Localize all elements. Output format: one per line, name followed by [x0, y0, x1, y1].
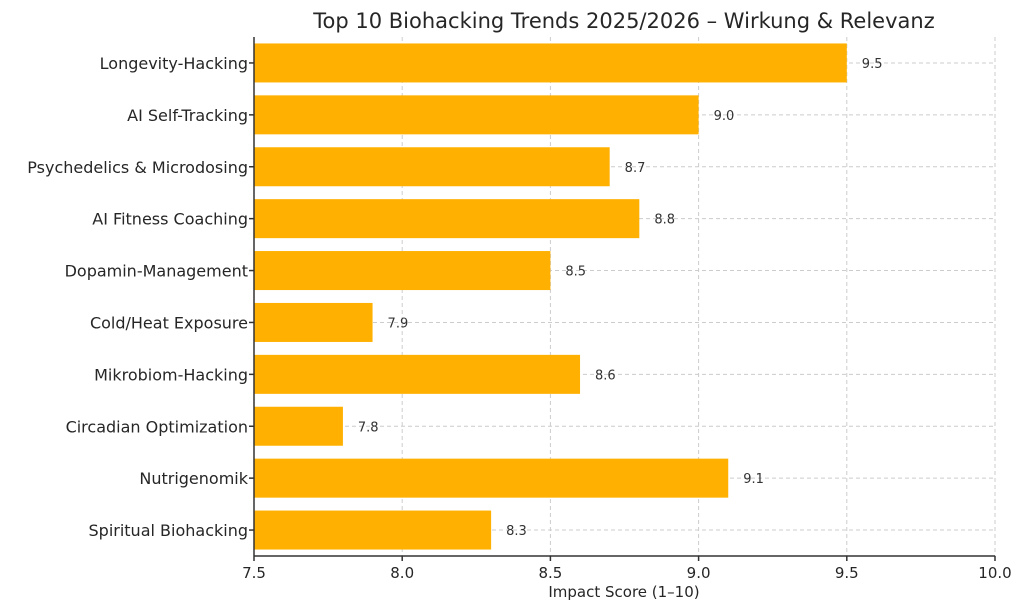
category-label: Cold/Heat Exposure — [90, 313, 248, 332]
bar-value-label: 8.7 — [625, 161, 646, 176]
bar — [254, 95, 699, 135]
bar-value-label: 8.3 — [506, 524, 527, 539]
bar-value-label: 8.8 — [654, 213, 675, 228]
bar — [254, 510, 492, 550]
x-tick-label: 8.0 — [390, 564, 414, 582]
x-tick-label: 9.5 — [835, 564, 859, 582]
bar-value-label: 9.0 — [714, 109, 735, 124]
bar — [254, 406, 343, 446]
category-label: AI Self-Tracking — [127, 106, 248, 125]
bar-value-label: 8.5 — [565, 265, 586, 280]
x-tick-label: 7.5 — [242, 564, 266, 582]
bar — [254, 147, 610, 187]
bar-value-label: 7.8 — [358, 420, 379, 435]
category-label: AI Fitness Coaching — [92, 210, 248, 229]
category-label: Circadian Optimization — [66, 417, 248, 436]
category-label: Spiritual Biohacking — [89, 521, 249, 540]
category-label: Dopamin-Management — [65, 262, 248, 281]
bar-value-label: 8.6 — [595, 368, 616, 383]
category-label: Nutrigenomik — [139, 469, 248, 488]
bar — [254, 43, 847, 83]
x-axis-label: Impact Score (1–10) — [548, 583, 699, 601]
category-label: Mikrobiom-Hacking — [94, 365, 248, 384]
x-tick-label: 9.0 — [687, 564, 711, 582]
x-tick-label: 8.5 — [538, 564, 562, 582]
chart-title: Top 10 Biohacking Trends 2025/2026 – Wir… — [312, 9, 934, 33]
category-label: Psychedelics & Microdosing — [27, 158, 248, 177]
bar — [254, 354, 581, 394]
bar — [254, 458, 729, 498]
bar — [254, 302, 373, 342]
bar-value-label: 9.5 — [862, 57, 883, 72]
category-label: Longevity-Hacking — [100, 54, 248, 73]
x-tick-label: 10.0 — [978, 564, 1011, 582]
bar-value-label: 9.1 — [743, 472, 764, 487]
bar — [254, 199, 640, 239]
bar — [254, 251, 551, 291]
bars: 9.5 9.0 8.7 8.8 8.5 7.9 8.6 7.8 9.1 8.3 — [254, 43, 883, 550]
axes: 7.5 8.0 8.5 9.0 9.5 10.0 Longevity-Hacking AI S… — [27, 37, 1012, 582]
bar-value-label: 7.9 — [388, 316, 409, 331]
